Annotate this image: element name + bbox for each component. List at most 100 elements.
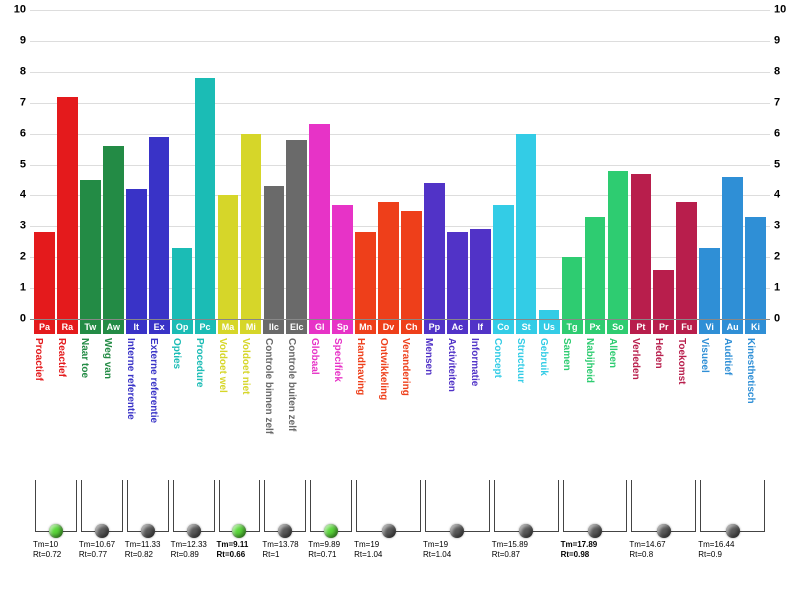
group-rt: Rt=0.98 bbox=[561, 550, 598, 560]
group-indicator-dot bbox=[588, 524, 602, 538]
bar-fill bbox=[585, 217, 606, 319]
bar bbox=[217, 10, 240, 319]
group-rt: Rt=0.8 bbox=[629, 550, 665, 560]
y-tick-left: 6 bbox=[0, 128, 30, 139]
group-stats: Tm=12.33Rt=0.89 bbox=[171, 540, 207, 559]
bar bbox=[675, 10, 698, 319]
bar-fill bbox=[80, 180, 101, 319]
bar-fill bbox=[493, 205, 514, 319]
bar bbox=[400, 10, 423, 319]
bar-fill bbox=[722, 177, 743, 319]
group-stats: Tm=10.67Rt=0.77 bbox=[79, 540, 115, 559]
group-indicator-dot bbox=[95, 524, 109, 538]
bar-fill bbox=[401, 211, 422, 319]
y-tick-left: 9 bbox=[0, 35, 30, 46]
group-stats: Tm=17.89Rt=0.98 bbox=[561, 540, 598, 559]
bar-fill bbox=[653, 270, 674, 319]
bar-fill bbox=[309, 124, 330, 319]
group-tm: Tm=16.44 bbox=[698, 540, 734, 550]
group-stats: Tm=11.33Rt=0.82 bbox=[125, 540, 161, 559]
bar-fill bbox=[470, 229, 491, 319]
group-tm: Tm=15.89 bbox=[492, 540, 528, 550]
group-stats: Tm=13.78Rt=1 bbox=[262, 540, 298, 559]
group-tm: Tm=12.33 bbox=[171, 540, 207, 550]
y-tick-left: 2 bbox=[0, 252, 30, 263]
bar bbox=[423, 10, 446, 319]
bar bbox=[538, 10, 561, 319]
bar bbox=[354, 10, 377, 319]
y-tick-left: 5 bbox=[0, 159, 30, 170]
bar-fill bbox=[608, 171, 629, 319]
bar-fill bbox=[218, 195, 239, 319]
bar-fill bbox=[562, 257, 583, 319]
y-tick-right: 9 bbox=[770, 35, 800, 46]
bar-fill bbox=[447, 232, 468, 319]
group-indicator-dot bbox=[726, 524, 740, 538]
bar bbox=[561, 10, 584, 319]
y-tick-left: 4 bbox=[0, 190, 30, 201]
bar bbox=[698, 10, 721, 319]
group-rt: Rt=0.77 bbox=[79, 550, 115, 560]
bar-fill bbox=[355, 232, 376, 319]
bar-fill bbox=[332, 205, 353, 319]
group-stats: Tm=19Rt=1.04 bbox=[423, 540, 451, 559]
bar-fill bbox=[195, 78, 216, 319]
bar-fill bbox=[516, 134, 537, 319]
bar bbox=[492, 10, 515, 319]
bar bbox=[194, 10, 217, 319]
bar bbox=[262, 10, 285, 319]
group-annotations: Tm=10Rt=0.72 Tm=10.67Rt=0.77 Tm=11.33Rt=0.… bbox=[33, 320, 767, 582]
group-indicator-dot bbox=[324, 524, 338, 538]
bar bbox=[469, 10, 492, 319]
group-rt: Rt=1.04 bbox=[423, 550, 451, 560]
group-indicator-dot bbox=[49, 524, 63, 538]
group-indicator-dot bbox=[657, 524, 671, 538]
group-stats: Tm=9.89Rt=0.71 bbox=[308, 540, 340, 559]
bar-fill bbox=[699, 248, 720, 319]
group-tm: Tm=19 bbox=[354, 540, 382, 550]
group-indicator-dot bbox=[519, 524, 533, 538]
bar-fill bbox=[378, 202, 399, 319]
y-tick-left: 1 bbox=[0, 283, 30, 294]
bar-fill bbox=[264, 186, 285, 319]
bar bbox=[125, 10, 148, 319]
chart-plot-area: 012345678910 012345678910 bbox=[30, 10, 770, 320]
y-tick-right: 10 bbox=[770, 5, 800, 16]
bar bbox=[652, 10, 675, 319]
bar bbox=[629, 10, 652, 319]
group-tm: Tm=10.67 bbox=[79, 540, 115, 550]
bar bbox=[606, 10, 629, 319]
y-axis-right: 012345678910 bbox=[770, 10, 800, 319]
bar-fill bbox=[172, 248, 193, 319]
y-tick-right: 0 bbox=[770, 314, 800, 325]
group-tm: Tm=19 bbox=[423, 540, 451, 550]
group-rt: Rt=0.82 bbox=[125, 550, 161, 560]
group-rt: Rt=0.66 bbox=[217, 550, 249, 560]
y-tick-right: 8 bbox=[770, 66, 800, 77]
group-indicator-dot bbox=[382, 524, 396, 538]
group-rt: Rt=0.71 bbox=[308, 550, 340, 560]
y-tick-left: 7 bbox=[0, 97, 30, 108]
group-stats: Tm=10Rt=0.72 bbox=[33, 540, 61, 559]
bar-fill bbox=[539, 310, 560, 319]
group-tm: Tm=14.67 bbox=[629, 540, 665, 550]
group-tm: Tm=9.11 bbox=[217, 540, 249, 550]
bar-series bbox=[33, 10, 767, 319]
bar-fill bbox=[149, 137, 170, 319]
group-indicator-dot bbox=[232, 524, 246, 538]
group-tm: Tm=17.89 bbox=[561, 540, 598, 550]
group-rt: Rt=0.89 bbox=[171, 550, 207, 560]
group-stats: Tm=14.67Rt=0.8 bbox=[629, 540, 665, 559]
bar bbox=[285, 10, 308, 319]
y-tick-right: 7 bbox=[770, 97, 800, 108]
group-rt: Rt=0.72 bbox=[33, 550, 61, 560]
bar-fill bbox=[424, 183, 445, 319]
bar bbox=[239, 10, 262, 319]
group-rt: Rt=1.04 bbox=[354, 550, 382, 560]
bar-fill bbox=[745, 217, 766, 319]
bar bbox=[308, 10, 331, 319]
bar bbox=[56, 10, 79, 319]
group-tm: Tm=9.89 bbox=[308, 540, 340, 550]
group-indicator-dot bbox=[278, 524, 292, 538]
bar-fill bbox=[286, 140, 307, 319]
